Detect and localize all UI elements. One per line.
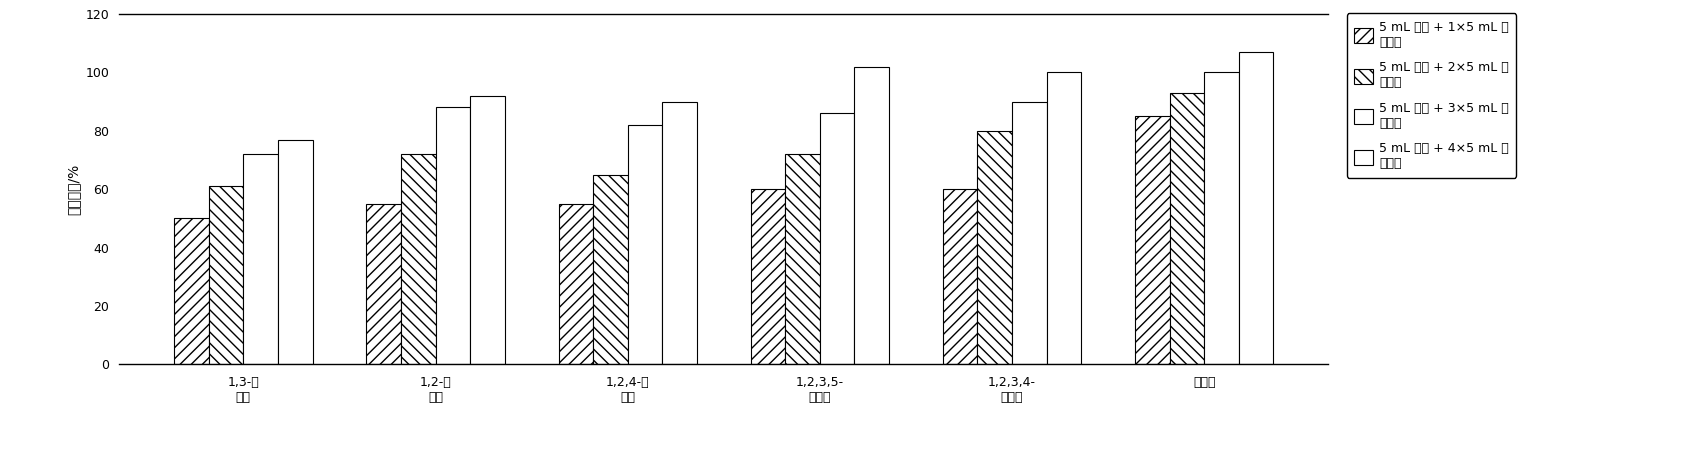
Bar [819,113,855,364]
Bar [1170,93,1204,364]
Bar [1204,72,1238,364]
Bar [855,66,889,364]
Bar [751,189,785,364]
Bar [1134,116,1170,364]
Bar [785,154,819,364]
Bar [1047,72,1081,364]
Y-axis label: 萰取效率/%: 萰取效率/% [66,163,80,215]
Bar [559,204,593,364]
Bar [174,219,209,364]
Bar [662,101,697,364]
Bar [978,131,1012,364]
Legend: 5 mL 丙酮 + 1×5 mL 二
氯甲烷, 5 mL 丙酮 + 2×5 mL 二
氯甲烷, 5 mL 丙酮 + 3×5 mL 二
氯甲烷, 5 mL 丙酮 : 5 mL 丙酮 + 1×5 mL 二 氯甲烷, 5 mL 丙酮 + 2×5 mL… [1347,13,1516,178]
Bar [593,175,628,364]
Bar [1238,52,1274,364]
Bar [470,96,504,364]
Bar [943,189,978,364]
Bar [1012,101,1047,364]
Bar [366,204,400,364]
Bar [400,154,436,364]
Bar [436,107,470,364]
Bar [628,125,662,364]
Bar [244,154,278,364]
Bar [209,186,244,364]
Bar [278,140,313,364]
